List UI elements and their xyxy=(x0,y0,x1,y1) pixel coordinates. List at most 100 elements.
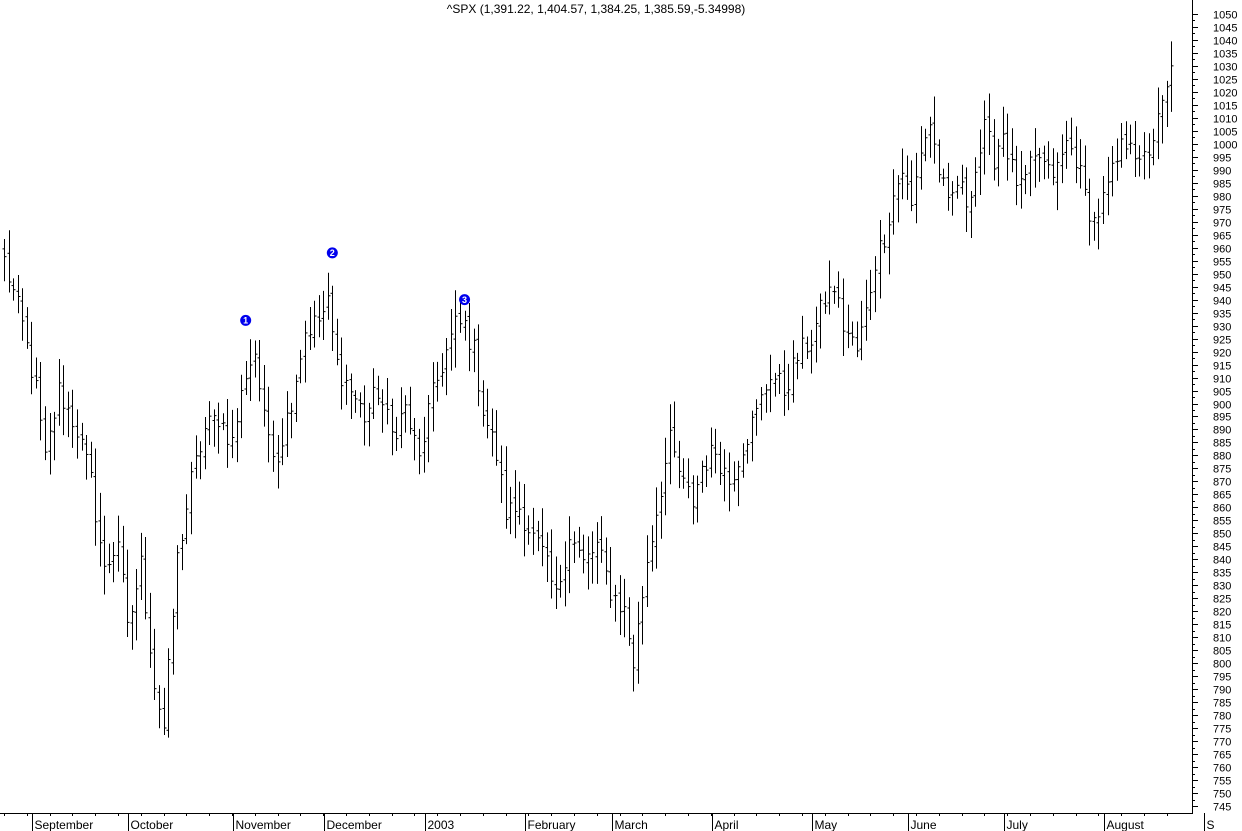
ohlc-bar xyxy=(1005,113,1010,181)
ohlc-bar xyxy=(846,304,851,349)
ohlc-bar xyxy=(850,321,855,346)
ohlc-bar xyxy=(1110,145,1115,197)
y-tick-label: 840 xyxy=(1213,555,1231,567)
ohlc-bar xyxy=(549,529,554,599)
y-tick-label: 955 xyxy=(1213,257,1231,269)
ohlc-bar xyxy=(139,532,144,600)
ohlc-bar xyxy=(618,575,623,636)
wave-markers: 1 2 3 xyxy=(240,247,471,326)
ohlc-bar xyxy=(444,337,449,396)
ohlc-bar xyxy=(303,320,308,383)
ohlc-bar xyxy=(745,438,750,464)
ohlc-bar xyxy=(764,384,769,413)
y-tick-label: 880 xyxy=(1213,451,1231,463)
ohlc-bar xyxy=(1142,132,1147,180)
ohlc-bar xyxy=(148,592,153,668)
y-tick-label: 830 xyxy=(1213,581,1231,593)
ohlc-bar xyxy=(494,410,499,466)
ohlc-bar xyxy=(727,452,732,512)
y-tick-label: 920 xyxy=(1213,348,1231,360)
y-tick-label: 1030 xyxy=(1213,62,1237,74)
ohlc-bar xyxy=(1101,175,1106,225)
y-tick-label: 1020 xyxy=(1213,88,1237,100)
ohlc-bar xyxy=(449,308,454,371)
ohlc-bar xyxy=(946,162,951,211)
ohlc-bar xyxy=(873,256,878,313)
ohlc-bar xyxy=(358,392,363,418)
y-tick-label: 765 xyxy=(1213,750,1231,762)
ohlc-bar xyxy=(20,288,25,341)
ohlc-bar xyxy=(472,328,477,373)
ohlc-bar xyxy=(686,458,691,499)
ohlc-bar xyxy=(891,169,896,235)
ohlc-bar xyxy=(426,395,431,463)
ohlc-bar xyxy=(996,138,1001,187)
ohlc-bar xyxy=(1014,145,1019,206)
ohlc-bar xyxy=(1060,134,1065,184)
ohlc-bar xyxy=(294,374,299,423)
ohlc-bar xyxy=(440,353,445,387)
ohlc-bar xyxy=(111,542,116,583)
y-tick-label: 790 xyxy=(1213,685,1231,697)
ohlc-bar xyxy=(399,387,404,449)
ohlc-bar xyxy=(928,116,933,158)
ohlc-bar xyxy=(57,359,62,426)
y-tick-label: 755 xyxy=(1213,776,1231,788)
ohlc-bar xyxy=(271,420,276,472)
ohlc-bar xyxy=(1087,178,1092,246)
ohlc-bar xyxy=(84,435,89,480)
ohlc-bar xyxy=(713,428,718,474)
ohlc-bar xyxy=(34,357,39,389)
wave-marker-label: 1 xyxy=(243,316,248,326)
ohlc-bar xyxy=(987,93,992,156)
ohlc-bar xyxy=(572,531,577,564)
ohlc-bar xyxy=(919,126,924,190)
ohlc-bar xyxy=(1147,133,1152,179)
ohlc-bar xyxy=(1156,87,1161,160)
y-axis: 1050104510401035103010251020101510101005… xyxy=(1192,0,1237,814)
ohlc-bar xyxy=(25,307,30,349)
ohlc-bar xyxy=(522,483,527,557)
chart-title: ^SPX (1,391.22, 1,404.57, 1,384.25, 1,38… xyxy=(447,2,746,16)
ohlc-bar xyxy=(668,404,673,485)
y-tick-label: 935 xyxy=(1213,309,1231,321)
y-tick-label: 770 xyxy=(1213,737,1231,749)
ohlc-bar xyxy=(184,494,189,545)
ohlc-bar xyxy=(276,434,281,489)
ohlc-bar xyxy=(695,475,700,523)
y-tick-label: 1050 xyxy=(1213,10,1237,22)
ohlc-bar xyxy=(102,515,107,595)
ohlc-bar xyxy=(1124,121,1129,160)
ohlc-bar xyxy=(777,364,782,395)
ohlc-bar xyxy=(371,368,376,419)
ohlc-bar xyxy=(1051,148,1056,186)
ohlc-bar xyxy=(335,318,340,366)
y-tick-label: 915 xyxy=(1213,361,1231,373)
y-tick-label: 750 xyxy=(1213,789,1231,801)
y-tick-label: 800 xyxy=(1213,659,1231,671)
ohlc-bar xyxy=(704,455,709,487)
ohlc-bar xyxy=(1074,126,1079,184)
y-tick-label: 825 xyxy=(1213,594,1231,606)
ohlc-bar xyxy=(691,475,696,525)
ohlc-bar xyxy=(563,541,568,607)
ohlc-bar xyxy=(814,306,819,363)
ohlc-bar xyxy=(48,412,53,475)
ohlc-bar xyxy=(235,408,240,463)
ohlc-bar xyxy=(7,230,12,293)
ohlc-bar xyxy=(923,128,928,162)
ohlc-bar xyxy=(70,389,75,448)
x-tick-label: October xyxy=(131,818,174,831)
y-tick-label: 1035 xyxy=(1213,49,1237,61)
ohlc-bar xyxy=(403,395,408,433)
ohlc-bar xyxy=(157,685,162,729)
ohlc-bar xyxy=(650,525,655,572)
ohlc-bar xyxy=(1033,128,1038,188)
x-tick-label: November xyxy=(236,818,291,831)
ohlc-bar xyxy=(285,391,290,457)
ohlc-bar xyxy=(380,389,385,433)
ohlc-bar xyxy=(941,168,946,186)
ohlc-bar xyxy=(722,449,727,502)
ohlc-bar xyxy=(663,437,668,516)
ohlc-bar xyxy=(859,300,864,361)
